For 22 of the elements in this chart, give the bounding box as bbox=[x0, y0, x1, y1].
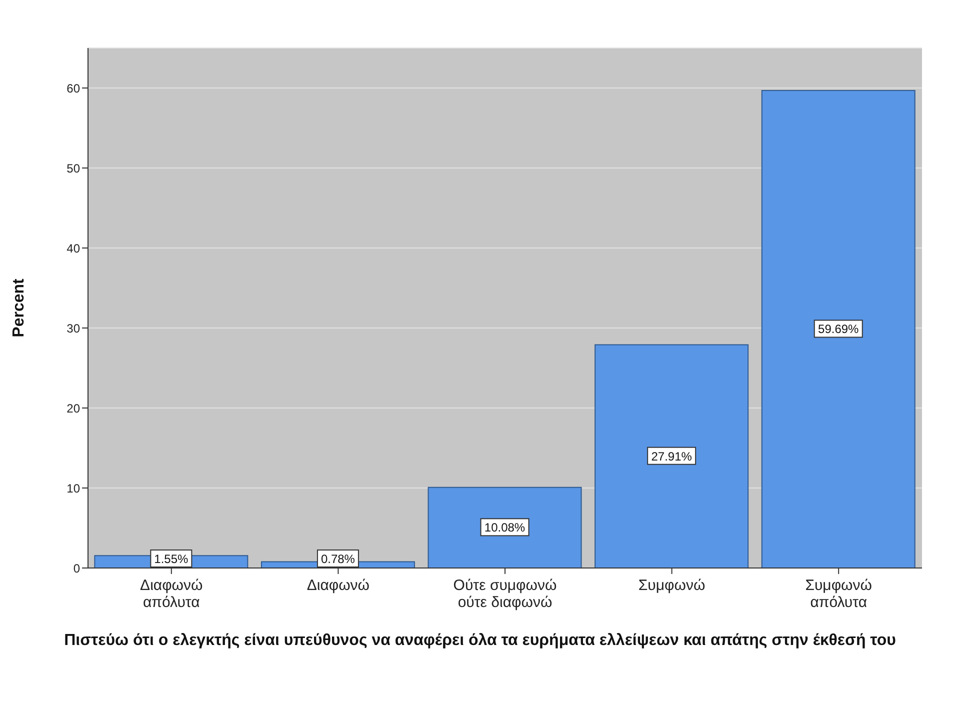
y-tick-label: 10 bbox=[66, 481, 80, 496]
data-label: 10.08% bbox=[484, 520, 526, 535]
data-label: 59.69% bbox=[818, 322, 860, 336]
y-tick-label: 50 bbox=[66, 161, 80, 176]
data-label: 1.55% bbox=[154, 552, 189, 566]
x-tick-label: Διαφωνώ απόλυτα bbox=[140, 577, 204, 611]
x-tick-label: Συμφωνώ bbox=[638, 577, 706, 594]
y-tick-label: 30 bbox=[66, 321, 80, 336]
data-label: 0.78% bbox=[320, 552, 356, 566]
x-axis-title: Πιστεύω ότι ο ελεγκτής είναι υπεύθυνος να αναφέρει όλα τα ευρήματα ελλείψεων και απάτης στην έκθεσή του bbox=[63, 632, 897, 650]
bar bbox=[594, 344, 749, 568]
y-tick-label: 0 bbox=[73, 561, 80, 576]
bar bbox=[761, 90, 916, 568]
x-tick-label: Ούτε συμφωνώ ούτε διαφωνώ bbox=[453, 577, 557, 611]
data-label: 27.91% bbox=[651, 449, 692, 464]
bar bbox=[428, 486, 582, 568]
y-tick-label: 40 bbox=[66, 241, 80, 256]
x-tick-label: Συμφωνώ απόλυτα bbox=[805, 577, 872, 611]
y-tick-label: 20 bbox=[66, 401, 80, 416]
y-axis-title: Percent bbox=[10, 278, 28, 338]
x-tick-label: Διαφωνώ bbox=[306, 577, 370, 594]
y-tick-label: 60 bbox=[66, 81, 80, 96]
